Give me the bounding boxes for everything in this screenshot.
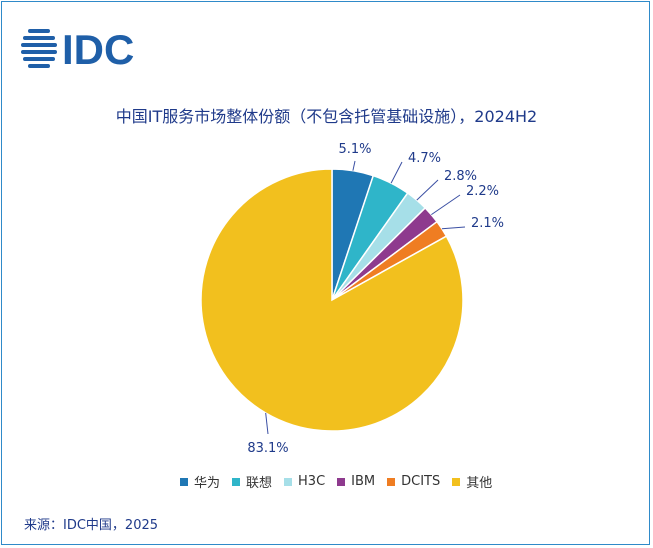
legend-swatch — [180, 477, 188, 486]
data-label: 2.1% — [471, 216, 504, 231]
idc-globe-icon — [21, 29, 57, 68]
legend-item: IBM — [337, 474, 375, 489]
legend-item: 其他 — [452, 472, 492, 491]
leader-line — [265, 412, 269, 435]
data-label: 2.8% — [444, 169, 477, 184]
data-label: 2.2% — [466, 184, 499, 199]
legend-item: 联想 — [232, 472, 272, 491]
pie-slice — [200, 168, 464, 432]
data-label: 5.1% — [338, 142, 371, 157]
legend-item: 华为 — [180, 472, 220, 491]
idc-logo: IDC — [21, 26, 134, 70]
legend-label: 其他 — [466, 476, 493, 491]
legend-label: 华为 — [194, 476, 221, 491]
legend-swatch — [452, 477, 461, 486]
legend-swatch — [387, 477, 396, 486]
legend-item: DCITS — [387, 474, 440, 489]
legend-label: DCITS — [401, 474, 441, 489]
leader-line — [352, 160, 356, 171]
leader-line — [431, 194, 461, 216]
legend-swatch — [284, 477, 293, 486]
legend-label: IBM — [351, 474, 376, 489]
legend-item: H3C — [284, 474, 325, 489]
legend-label: 联想 — [246, 476, 273, 491]
chart-title: 中国IT服务市场整体份额（不包含托管基础设施），2024H2 — [115, 107, 538, 126]
source-note: 来源：IDC中国，2025 — [24, 518, 159, 533]
leader-line — [390, 161, 403, 184]
legend-swatch — [337, 477, 346, 486]
data-label: 83.1% — [247, 441, 288, 456]
legend-label: H3C — [298, 474, 326, 489]
legend-swatch — [232, 477, 241, 486]
leader-line — [416, 179, 439, 201]
logo-text: IDC — [62, 26, 134, 70]
data-label: 4.7% — [408, 151, 441, 166]
legend: 华为 联想 H3C IBM DCITS 其他 — [180, 472, 520, 491]
leader-line — [441, 226, 466, 230]
